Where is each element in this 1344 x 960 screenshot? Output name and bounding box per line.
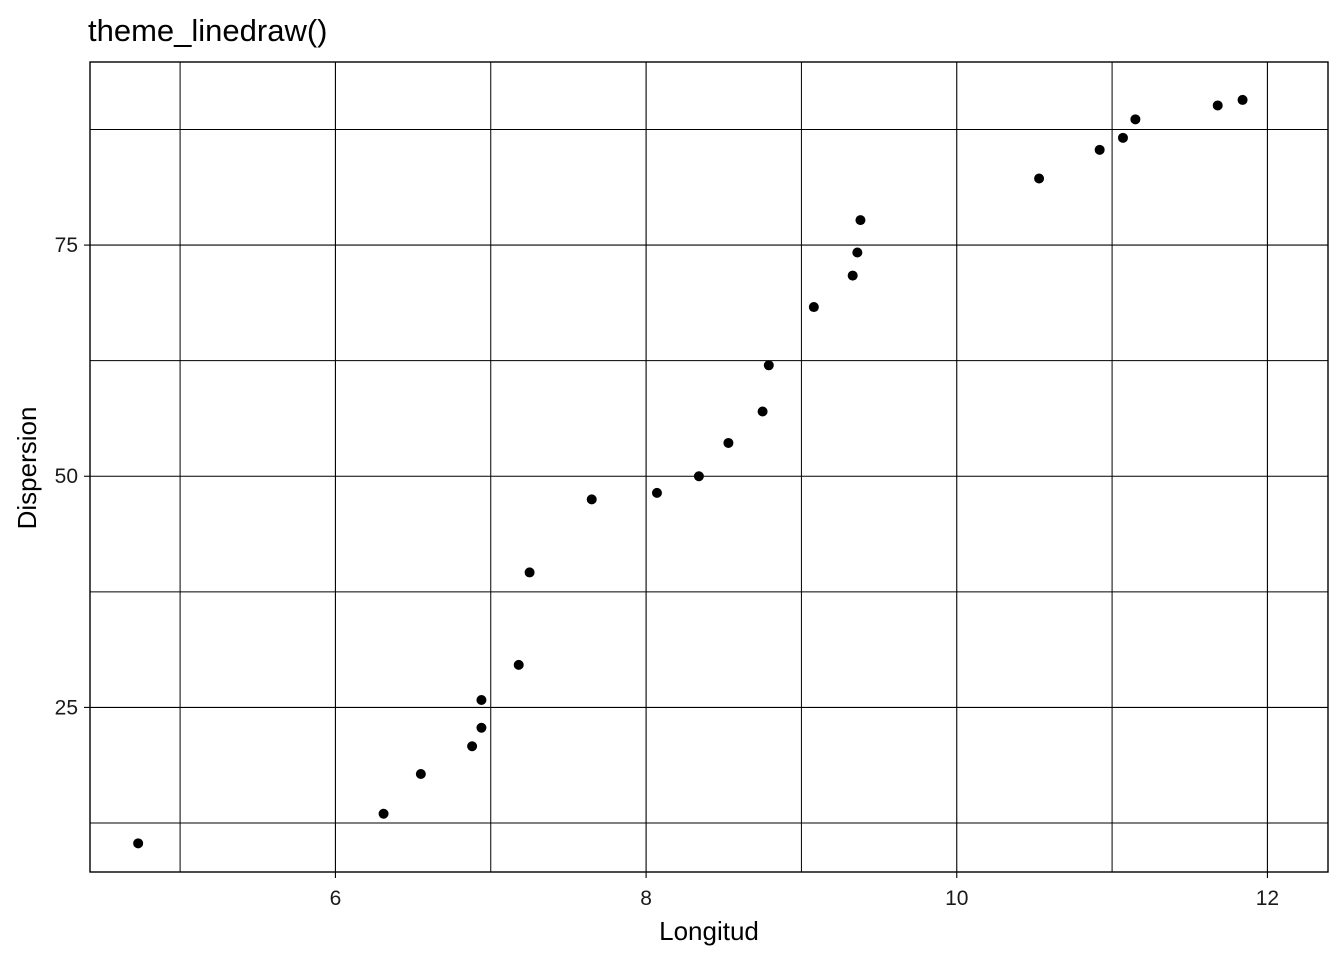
data-point: [476, 695, 487, 706]
data-point: [133, 838, 144, 849]
grid-lines: [90, 62, 1328, 872]
panel-border: [89, 61, 1329, 873]
y-axis-label: Dispersion: [12, 407, 42, 530]
data-point: [651, 487, 662, 498]
data-point: [524, 567, 535, 578]
data-point: [513, 659, 524, 670]
data-point: [1130, 114, 1141, 125]
data-point: [1212, 100, 1223, 111]
data-point: [808, 302, 819, 313]
data-point: [378, 808, 389, 819]
data-point: [415, 768, 426, 779]
x-tick-label: 6: [330, 887, 342, 910]
data-point: [723, 437, 734, 448]
data-point: [763, 360, 774, 371]
data-point: [1034, 173, 1045, 184]
data-point: [757, 406, 768, 417]
data-point: [1237, 94, 1248, 105]
x-tick-label: 12: [1256, 887, 1279, 910]
data-point: [586, 494, 597, 505]
data-point: [1094, 144, 1105, 155]
data-point: [855, 215, 866, 226]
chart-title: theme_linedraw(): [88, 13, 328, 48]
x-tick-label: 10: [945, 887, 968, 910]
data-point: [1117, 132, 1128, 143]
axes: [89, 61, 1329, 873]
y-tick-label: 50: [55, 465, 78, 488]
data-point: [852, 247, 863, 258]
data-point: [847, 270, 858, 281]
data-points: [133, 94, 1248, 849]
data-point: [476, 722, 487, 733]
y-tick-label: 25: [55, 696, 78, 719]
y-tick-label: 75: [55, 234, 78, 257]
tick-labels: 6 8 10 12 25 50 75: [55, 234, 1279, 910]
data-point: [467, 741, 478, 752]
x-tick-label: 8: [640, 887, 652, 910]
data-point: [693, 471, 704, 482]
x-axis-label: Longitud: [659, 916, 759, 946]
